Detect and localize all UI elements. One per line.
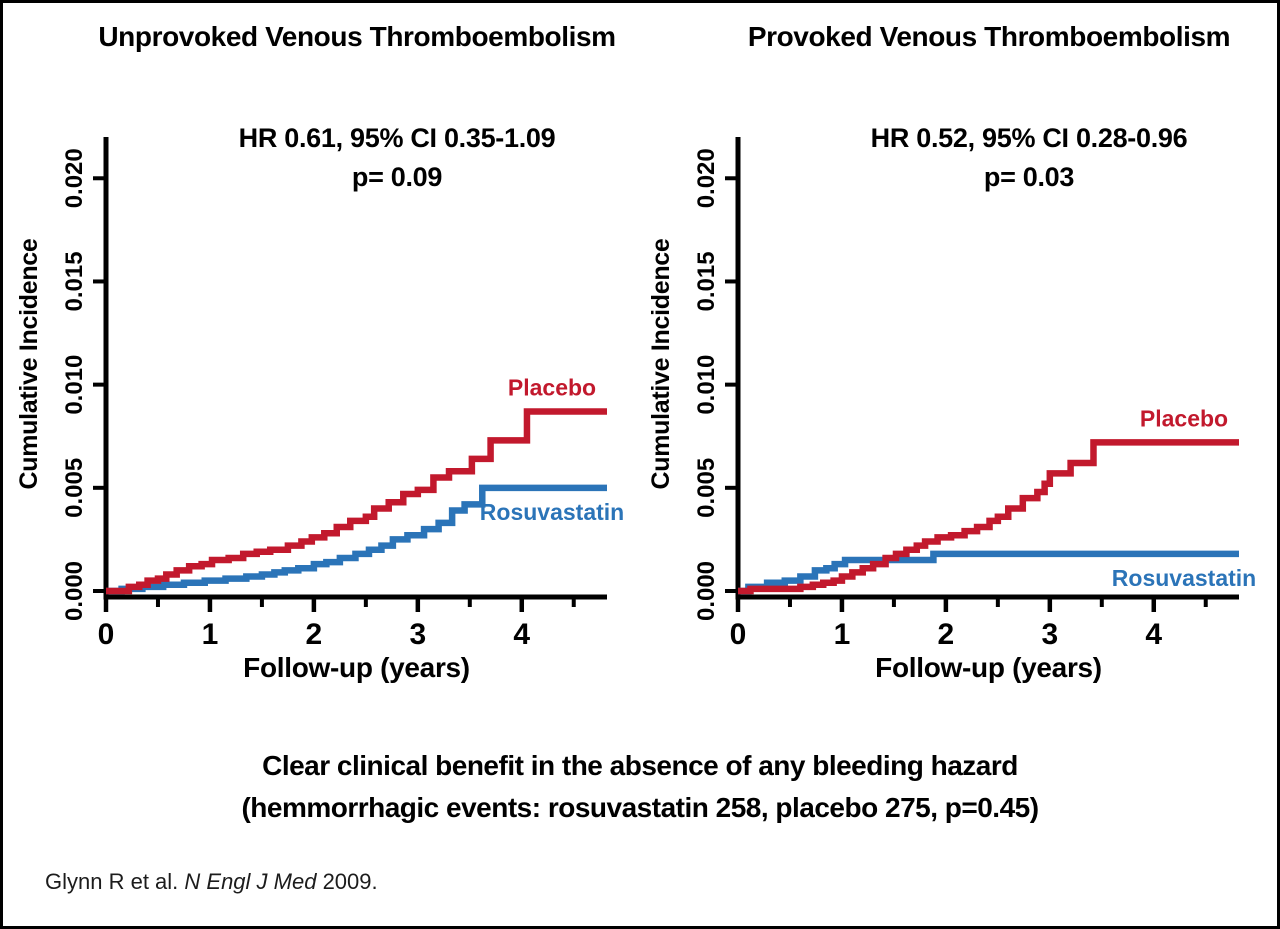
citation-journal: N Engl J Med [184,869,317,894]
panel-provoked-vte: Provoked Venous Thromboembolism HR 0.52,… [643,15,1275,695]
x-axis-title: Follow-up (years) [875,652,1102,683]
chart-panels: Unprovoked Venous Thromboembolism HR 0.6… [3,3,1277,695]
hr-text: HR 0.52, 95% CI 0.28-0.96 [870,123,1188,153]
y-axis-title: Cumulative Incidence [647,238,675,489]
panel-title-unprovoked: Unprovoked Venous Thromboembolism [98,21,616,52]
chart-unprovoked-vte: 0.000 0.005 0.010 0.015 0.020 0 1 2 3 4 Cumulative… [15,137,624,683]
y-tick-label: 0.020 [693,148,720,208]
x-tick-label: 2 [938,618,955,651]
hr-annotation-provoked: HR 0.52, 95% CI 0.28-0.96 p= 0.03 [783,119,1275,197]
y-tick-label: 0.005 [693,458,720,518]
y-tick-label: 0.010 [693,355,720,415]
x-tick-label: 3 [1041,618,1058,651]
y-tick-label: 0.000 [693,561,720,621]
citation-authors: Glynn R et al. [45,869,185,894]
caption-line-1: Clear clinical benefit in the absence of… [262,750,1018,781]
x-tick-label: 1 [834,618,851,651]
chart-provoked-vte: 0.000 0.005 0.010 0.015 0.020 0 1 2 3 4 Cumulative… [647,137,1256,683]
series-label-placebo: Placebo [508,374,596,400]
x-tick-label: 4 [513,618,530,651]
hr-annotation-unprovoked: HR 0.61, 95% CI 0.35-1.09 p= 0.09 [151,119,643,197]
curve-rosuvastatin [106,484,607,595]
x-tick-label: 1 [202,618,219,651]
x-tick-label: 4 [1145,618,1162,651]
p-value-text: p= 0.03 [983,162,1075,192]
y-tick-label: 0.020 [61,148,88,208]
p-value-text: p= 0.09 [351,162,443,192]
citation-year: 2009. [316,869,378,894]
y-tick-label: 0.015 [61,251,88,311]
y-tick-label: 0.005 [61,458,88,518]
series-label-rosuvastatin: Rosuvastatin [1112,565,1256,591]
y-tick-label: 0.000 [61,561,88,621]
curve-placebo [738,439,1239,595]
series-label-rosuvastatin: Rosuvastatin [480,499,624,525]
x-tick-label: 0 [98,618,115,651]
series-label-placebo: Placebo [1140,405,1228,431]
y-tick-label: 0.015 [693,251,720,311]
citation: Glynn R et al. N Engl J Med 2009. [45,869,378,895]
panel-title-provoked: Provoked Venous Thromboembolism [747,21,1231,52]
x-tick-label: 2 [306,618,323,651]
panel-unprovoked-vte: Unprovoked Venous Thromboembolism HR 0.6… [11,15,643,695]
curve-placebo [106,408,607,595]
x-axis-title: Follow-up (years) [243,652,470,683]
caption-line-2: (hemmorrhagic events: rosuvastatin 258, … [241,792,1039,823]
figure-caption: Clear clinical benefit in the absence of… [3,745,1277,829]
x-tick-label: 0 [730,618,747,651]
hr-text: HR 0.61, 95% CI 0.35-1.09 [238,123,556,153]
y-axis-title: Cumulative Incidence [15,238,43,489]
x-tick-label: 3 [409,618,426,651]
y-tick-label: 0.010 [61,355,88,415]
